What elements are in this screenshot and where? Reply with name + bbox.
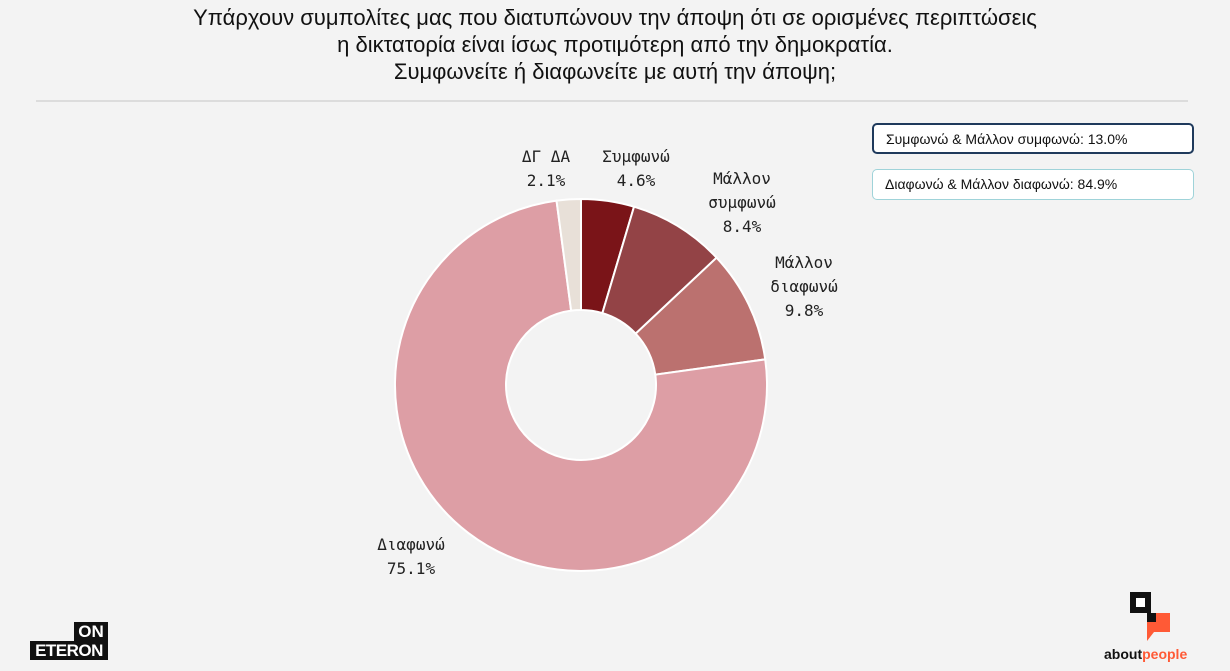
donut-slice-3 (394, 199, 768, 572)
on-eteron-logo-eteron: ETERON (30, 641, 108, 660)
summary-disagree-box: Διαφωνώ & Μάλλον διαφωνώ: 84.9% (872, 169, 1194, 200)
slice-category-2-1: διαφωνώ (770, 277, 838, 296)
slice-value-3: 75.1% (387, 559, 436, 578)
slice-label-4: ΔΓ ΔΑ 2.1% (522, 147, 571, 190)
aboutpeople-wordmark-people: people (1142, 646, 1188, 662)
aboutpeople-wordmark-about: about (1104, 646, 1143, 662)
slice-label-0: Συμφωνώ 4.6% (602, 147, 670, 190)
aboutpeople-logo: aboutpeople (1100, 590, 1200, 665)
title-line-3: Συμφωνείτε ή διαφωνείτε με αυτή την άποψ… (393, 59, 837, 84)
slice-category-1-0: Μάλλον (713, 169, 771, 188)
slice-label-2: Μάλλον διαφωνώ 9.8% (770, 253, 838, 320)
on-eteron-logo-on: ON (74, 622, 108, 641)
slice-label-1: Μάλλον συμφωνώ 8.4% (708, 169, 776, 236)
slice-value-4: 2.1% (527, 171, 566, 190)
slice-category-1-1: συμφωνώ (708, 193, 776, 212)
slice-value-0: 4.6% (617, 171, 656, 190)
aboutpeople-wordmark: aboutpeople (1104, 646, 1187, 662)
slice-category-0-0: Συμφωνώ (602, 147, 670, 166)
slice-category-3-0: Διαφωνώ (377, 535, 445, 554)
title-divider (36, 100, 1188, 102)
slice-value-2: 9.8% (785, 301, 824, 320)
title-line-2: η δικτατορία είναι ίσως προτιμότερη από … (337, 32, 893, 57)
title-line-1: Υπάρχουν συμπολίτες μας που διατυπώνουν … (193, 5, 1037, 30)
slice-category-4-0: ΔΓ ΔΑ (522, 147, 571, 166)
donut-slice-4 (555, 197, 582, 312)
on-eteron-logo: ON ETERON (30, 622, 108, 660)
slice-label-3: Διαφωνώ 75.1% (377, 535, 445, 578)
aboutpeople-mark-icon (1130, 592, 1170, 641)
slice-category-2-0: Μάλλον (775, 253, 833, 272)
summary-agree-box: Συμφωνώ & Μάλλον συμφωνώ: 13.0% (872, 123, 1194, 154)
chart-title: Υπάρχουν συμπολίτες μας που διατυπώνουν … (0, 4, 1230, 85)
slice-value-1: 8.4% (723, 217, 762, 236)
